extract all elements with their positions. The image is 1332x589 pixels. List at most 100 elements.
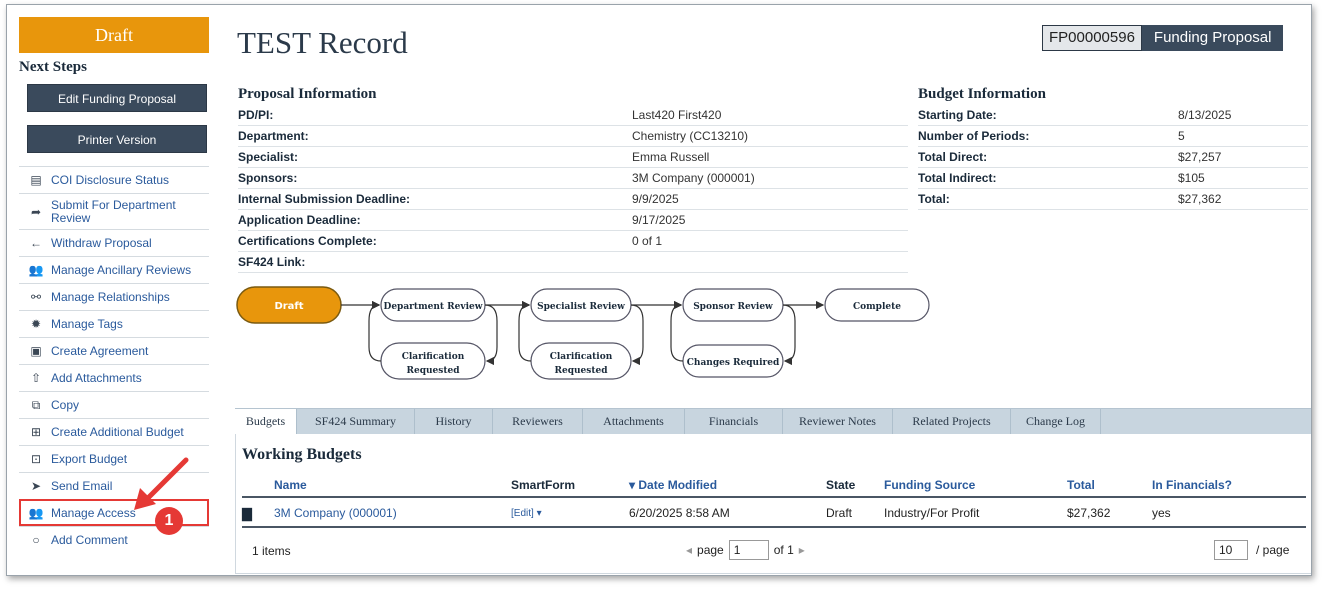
sidebar-item-copy[interactable]: ⧉ Copy <box>19 391 209 418</box>
header-divider <box>242 496 1306 498</box>
budget-info-row: Total: $27,362 <box>918 189 1308 210</box>
record-id-box: FP00000596 Funding Proposal <box>1042 25 1284 51</box>
tab-sf424-summary[interactable]: SF424 Summary <box>297 409 415 434</box>
sidebar-item-add-attachments[interactable]: ⇧ Add Attachments <box>19 364 209 391</box>
share-arrow-icon: ➦ <box>30 204 42 219</box>
comment-icon: ○ <box>32 533 40 547</box>
proposal-info-heading: Proposal Information <box>238 86 377 102</box>
proposal-info-value: 3M Company (000001) <box>632 171 755 185</box>
page-size-control: 10 / page <box>1214 540 1289 560</box>
workflow-arrows <box>341 300 825 366</box>
printer-version-button[interactable]: Printer Version <box>27 125 207 153</box>
upload-icon: ⇧ <box>30 371 42 385</box>
proposal-info-label: Department: <box>238 129 309 143</box>
budget-info-row: Total Direct: $27,257 <box>918 147 1308 168</box>
workflow-state-clarification-1-line2: Requested <box>406 366 460 376</box>
page-of-label: of 1 <box>773 543 794 557</box>
sidebar-item-create-additional-budget[interactable]: ⊞ Create Additional Budget <box>19 418 209 445</box>
item-count: 1 items <box>252 544 291 558</box>
budget-info-row: Starting Date: 8/13/2025 <box>918 105 1308 126</box>
document-icon: ▇ <box>242 506 252 521</box>
sidebar-item-add-comment[interactable]: ○ Add Comment <box>19 526 209 553</box>
page-input[interactable]: 1 <box>728 540 769 560</box>
tab-bar: Budgets SF424 Summary History Reviewers … <box>235 408 1311 434</box>
proposal-info-row: Sponsors: 3M Company (000001) <box>238 168 908 189</box>
proposal-info-value: 9/9/2025 <box>632 192 679 206</box>
activity-list: ▤ COI Disclosure Status ➦ Submit For Dep… <box>19 166 209 553</box>
budget-info-value: $105 <box>1178 171 1205 185</box>
budget-name-link[interactable]: 3M Company (000001) <box>274 506 397 520</box>
arrow-left-icon: ← <box>30 236 42 250</box>
tab-change-log[interactable]: Change Log <box>1011 409 1101 434</box>
workflow-state-sponsor-review-label: Sponsor Review <box>693 302 773 312</box>
budget-date-modified: 6/20/2025 8:58 AM <box>629 506 730 520</box>
budget-info-label: Total: <box>918 192 950 206</box>
page-size-input[interactable]: 10 <box>1214 540 1248 560</box>
column-funding-source[interactable]: Funding Source <box>884 478 976 492</box>
proposal-info-label: Specialist: <box>238 150 299 164</box>
sidebar-item-withdraw-proposal[interactable]: ← Withdraw Proposal <box>19 229 209 256</box>
budget-info-value: 5 <box>1178 129 1185 143</box>
gear-icon: ✹ <box>30 317 42 331</box>
proposal-info-row: SF424 Link: <box>238 252 908 273</box>
sidebar-item-export-budget[interactable]: ⊡ Export Budget <box>19 445 209 472</box>
sidebar-item-manage-access[interactable]: 👥 Manage Access <box>19 499 209 526</box>
sidebar-item-coi-disclosure[interactable]: ▤ COI Disclosure Status <box>19 166 209 193</box>
next-steps-heading: Next Steps <box>19 59 87 75</box>
proposal-info-label: Application Deadline: <box>238 213 361 227</box>
proposal-info-row: Application Deadline: 9/17/2025 <box>238 210 908 231</box>
column-date-modified[interactable]: ▾ Date Modified <box>629 478 718 492</box>
tab-related-projects[interactable]: Related Projects <box>893 409 1011 434</box>
next-page-icon[interactable]: ▸ <box>798 543 805 557</box>
column-in-financials[interactable]: In Financials? <box>1152 478 1233 492</box>
proposal-info-value: 0 of 1 <box>632 234 663 248</box>
proposal-info-row: Specialist: Emma Russell <box>238 147 908 168</box>
sidebar-item-send-email[interactable]: ➤ Send Email <box>19 472 209 499</box>
proposal-info-value: Chemistry (CC13210) <box>632 129 749 143</box>
workflow-state-complete <box>824 288 930 322</box>
sidebar: Draft Next Steps Edit Funding Proposal P… <box>19 17 209 553</box>
sidebar-item-submit-department-review[interactable]: ➦ Submit For Department Review <box>19 193 209 229</box>
state-badge: Draft <box>19 17 209 53</box>
send-icon: ➤ <box>30 479 42 493</box>
record-type: Funding Proposal <box>1141 25 1284 51</box>
callout-number-badge: 1 <box>155 507 183 535</box>
workflow-state-clarification-1-line1: Clarification <box>402 352 465 362</box>
column-total[interactable]: Total <box>1067 478 1095 492</box>
page-title: TEST Record <box>237 25 408 60</box>
app-window: Draft Next Steps Edit Funding Proposal P… <box>6 4 1312 576</box>
budget-info-label: Starting Date: <box>918 108 997 122</box>
proposal-info-row: Department: Chemistry (CC13210) <box>238 126 908 147</box>
users-icon: 👥 <box>28 506 44 520</box>
page-label: page <box>697 543 724 557</box>
tab-reviewers[interactable]: Reviewers <box>493 409 583 434</box>
tab-budgets[interactable]: Budgets <box>235 409 297 434</box>
proposal-info-label: Certifications Complete: <box>238 234 377 248</box>
add-document-icon: ⊞ <box>30 425 42 439</box>
budget-total: $27,362 <box>1067 506 1111 520</box>
budget-info-label: Total Direct: <box>918 150 988 164</box>
prev-page-icon[interactable]: ◂ <box>686 543 693 557</box>
row-divider <box>242 526 1306 528</box>
workflow-state-changes-required-label: Changes Required <box>687 358 780 368</box>
tab-attachments[interactable]: Attachments <box>583 409 685 434</box>
sidebar-item-manage-tags[interactable]: ✹ Manage Tags <box>19 310 209 337</box>
workflow-state-specialist-review-label: Specialist Review <box>537 302 625 312</box>
list-icon: ▤ <box>30 173 42 187</box>
sidebar-item-create-agreement[interactable]: ▣ Create Agreement <box>19 337 209 364</box>
budget-info-value: $27,362 <box>1178 192 1222 206</box>
sidebar-item-relationships[interactable]: ⚯ Manage Relationships <box>19 283 209 310</box>
link-icon: ⚯ <box>30 290 42 304</box>
tab-history[interactable]: History <box>415 409 493 434</box>
proposal-info-label: Sponsors: <box>238 171 298 185</box>
sidebar-item-ancillary-reviews[interactable]: 👥 Manage Ancillary Reviews <box>19 256 209 283</box>
smartform-edit-menu[interactable]: [Edit] ▾ <box>511 508 542 519</box>
column-name[interactable]: Name <box>274 478 307 492</box>
tab-reviewer-notes[interactable]: Reviewer Notes <box>783 409 893 434</box>
agreement-icon: ▣ <box>30 344 42 358</box>
edit-funding-proposal-button[interactable]: Edit Funding Proposal <box>27 84 207 112</box>
proposal-info-row: PD/PI: Last420 First420 <box>238 105 908 126</box>
tab-financials[interactable]: Financials <box>685 409 783 434</box>
proposal-info-label: SF424 Link: <box>238 255 306 269</box>
budget-info-value: 8/13/2025 <box>1178 108 1232 122</box>
